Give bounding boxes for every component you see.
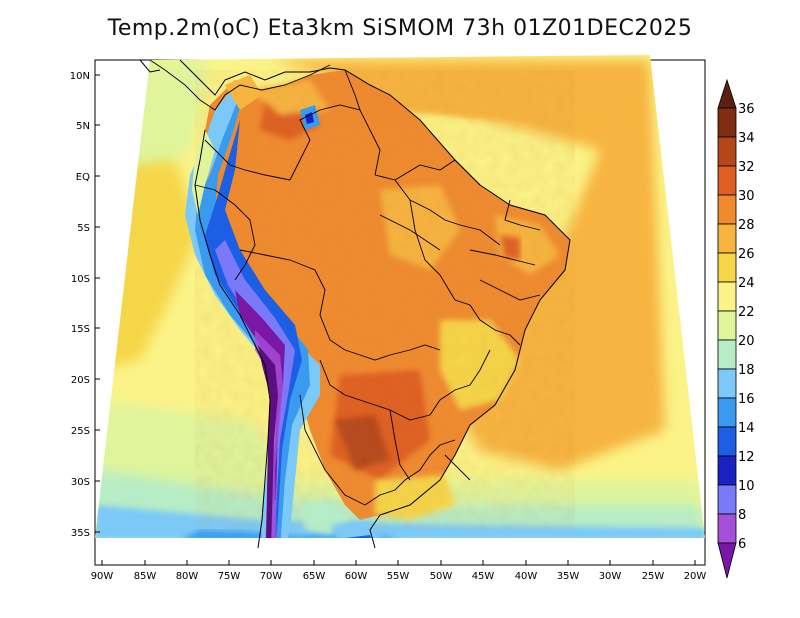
colorbar-label: 18 — [738, 363, 755, 378]
colorbar-segments — [717, 78, 737, 579]
lon-tick-label: 50W — [430, 571, 453, 582]
colorbar-label: 20 — [738, 334, 755, 349]
lon-tick-label: 80W — [176, 571, 199, 582]
latitude-labels: 10N 5N EQ 5S 10S 15S 20S 25S 30S 35S — [70, 71, 90, 539]
colorbar-segment — [717, 223, 737, 254]
lon-tick-label: 85W — [134, 571, 157, 582]
colorbar-label: 26 — [738, 247, 755, 262]
lon-tick-label: 75W — [218, 571, 241, 582]
colorbar-segment — [717, 252, 737, 283]
colorbar-label: 14 — [738, 421, 755, 436]
lat-tick-label: 10S — [71, 274, 90, 285]
colorbar-label: 36 — [738, 102, 755, 117]
colorbar-label: 24 — [738, 276, 755, 291]
lat-tick-label: 5S — [77, 223, 90, 234]
lon-tick-label: 70W — [260, 571, 283, 582]
colorbar-segment — [717, 513, 737, 544]
lon-tick-label: 40W — [515, 571, 538, 582]
lon-tick-label: 45W — [472, 571, 495, 582]
country-borders — [149, 59, 541, 506]
coastline — [139, 59, 571, 549]
colorbar-segment — [717, 281, 737, 312]
colorbar-segment — [717, 107, 737, 138]
colorbar-label: 10 — [738, 479, 755, 494]
lat-tick-label: EQ — [76, 172, 90, 183]
lat-tick-label: 30S — [71, 477, 90, 488]
lon-tick-label: 55W — [387, 571, 410, 582]
colorbar-segment — [717, 194, 737, 225]
colorbar-segment — [717, 368, 737, 399]
lat-tick-label: 25S — [71, 426, 90, 437]
lat-tick-label: 35S — [71, 528, 90, 539]
colorbar-segment — [717, 542, 737, 579]
lat-tick-label: 10N — [70, 71, 90, 82]
colorbar-label: 32 — [738, 160, 755, 175]
lat-tick-label: 20S — [71, 375, 90, 386]
map-title: Temp.2m(oC) Eta3km SiSMOM 73h 01Z01DEC20… — [107, 16, 693, 41]
colorbar-label: 34 — [738, 131, 755, 146]
colorbar-label: 30 — [738, 189, 755, 204]
colorbar-label: 22 — [738, 305, 755, 320]
colorbar-segment — [717, 426, 737, 457]
colorbar-label: 16 — [738, 392, 755, 407]
colorbar-segment — [717, 397, 737, 428]
lon-tick-label: 90W — [91, 571, 114, 582]
lon-tick-label: 20W — [684, 571, 707, 582]
colorbar-label: 12 — [738, 450, 755, 465]
lat-tick-label: 5N — [76, 121, 90, 132]
lon-tick-label: 65W — [303, 571, 326, 582]
colorbar-segment — [717, 136, 737, 167]
colorbar-segment — [717, 165, 737, 196]
temperature-field — [95, 55, 705, 538]
colorbar: 36 34 32 30 28 26 24 22 20 18 16 14 12 1… — [717, 78, 755, 579]
lon-tick-label: 25W — [642, 571, 665, 582]
colorbar-labels: 36 34 32 30 28 26 24 22 20 18 16 14 12 1… — [738, 102, 755, 552]
colorbar-label: 8 — [738, 508, 746, 523]
longitude-labels: 90W 85W 80W 75W 70W 65W 60W 55W 50W 45W … — [91, 571, 707, 582]
colorbar-segment — [717, 484, 737, 515]
colorbar-label: 28 — [738, 218, 755, 233]
lat-tick-label: 15S — [71, 324, 90, 335]
colorbar-label: 6 — [738, 537, 746, 552]
lon-tick-label: 60W — [345, 571, 368, 582]
colorbar-segment — [717, 78, 737, 109]
lon-tick-label: 30W — [599, 571, 622, 582]
colorbar-segment — [717, 455, 737, 486]
colorbar-segment — [717, 339, 737, 370]
axis-ticks — [95, 74, 696, 565]
lon-tick-label: 35W — [557, 571, 580, 582]
colorbar-segment — [717, 310, 737, 341]
